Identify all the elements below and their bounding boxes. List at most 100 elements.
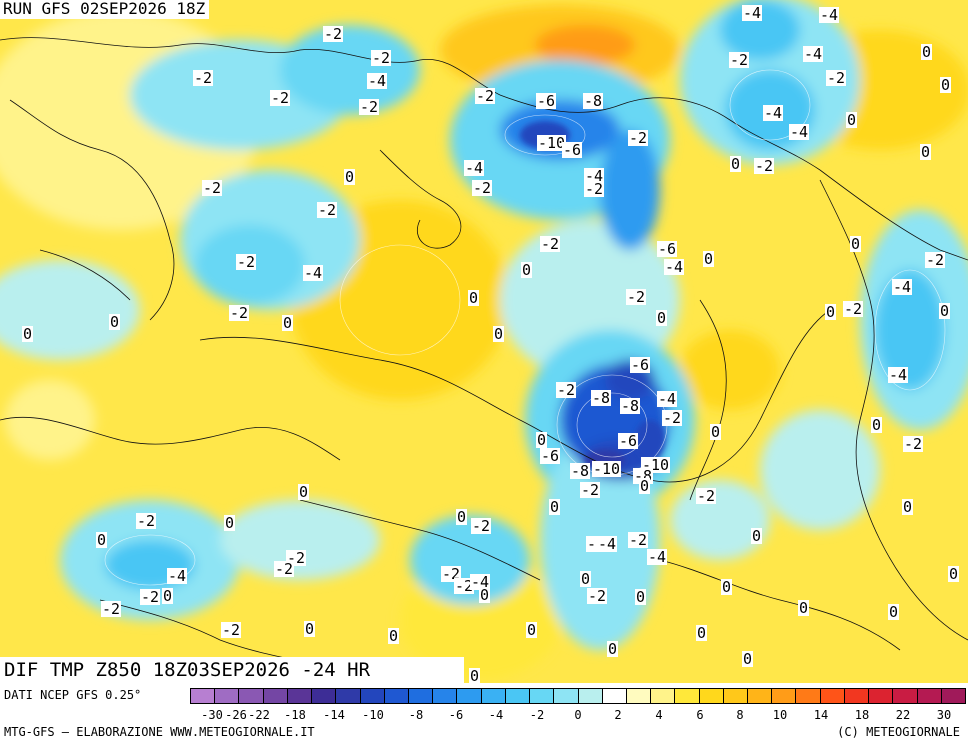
isoline-label: -6 — [540, 447, 561, 465]
isoline-label: 0 — [710, 423, 722, 441]
color-swatch — [287, 689, 313, 703]
scale-tick-label: 22 — [895, 708, 911, 722]
color-swatch — [796, 689, 821, 703]
isoline-label: 0 — [468, 289, 480, 307]
isoline-label: -2 — [843, 300, 864, 318]
isoline-label: 0 — [96, 531, 108, 549]
color-swatch — [360, 689, 385, 703]
isoline-label: 0 — [298, 483, 310, 501]
color-scale-bar — [190, 688, 966, 704]
isoline-label: -2 — [140, 588, 161, 606]
color-swatch — [772, 689, 797, 703]
isoline-label: -2 — [729, 51, 750, 69]
isoline-label: 0 — [696, 624, 708, 642]
isoline-label: -2 — [274, 560, 295, 578]
color-swatch — [239, 689, 264, 703]
isoline-label: -2 — [454, 577, 475, 595]
isoline-label: -8 — [570, 462, 591, 480]
isoline-label: 0 — [902, 498, 914, 516]
temperature-difference-map — [0, 0, 968, 683]
isoline-label: 0 — [162, 587, 174, 605]
isoline-label: -2 — [628, 129, 649, 147]
isoline-label: 0 — [635, 588, 647, 606]
isoline-label: 0 — [521, 261, 533, 279]
isoline-label: -2 — [696, 487, 717, 505]
isoline-label: -2 — [580, 481, 601, 499]
color-swatch — [457, 689, 482, 703]
isoline-label: -2 — [136, 512, 157, 530]
isoline-label: -4 — [657, 390, 678, 408]
scale-tick-label: 8 — [736, 708, 744, 722]
isoline-label: -2 — [475, 87, 496, 105]
color-swatch — [675, 689, 700, 703]
scale-tick-label: -2 — [529, 708, 545, 722]
isoline-label: -10 — [537, 134, 567, 152]
scale-tick-label: -14 — [323, 708, 345, 722]
isoline-label: -2 — [317, 201, 338, 219]
isoline-label: -4 — [892, 278, 913, 296]
isoline-label: -2 — [471, 517, 492, 535]
scale-tick-label: -22 — [248, 708, 270, 722]
scale-tick-label: 14 — [813, 708, 829, 722]
color-swatch — [602, 689, 627, 703]
color-swatch — [917, 689, 942, 703]
scale-tick-label: 0 — [574, 708, 582, 722]
isoline-label: 0 — [224, 514, 236, 532]
color-swatch — [723, 689, 749, 703]
color-swatch — [312, 689, 337, 703]
color-swatch — [651, 689, 676, 703]
scale-tick-label: -4 — [488, 708, 504, 722]
scale-tick-label: -6 — [448, 708, 464, 722]
isoline-label: -2 — [540, 235, 561, 253]
isoline-label: -2 — [101, 600, 122, 618]
color-swatch — [869, 689, 894, 703]
isoline-label: -6 — [657, 240, 678, 258]
isoline-label: -2 — [270, 89, 291, 107]
isoline-label: 0 — [721, 578, 733, 596]
scale-tick-label: 2 — [614, 708, 622, 722]
isoline-label: -2 — [584, 180, 605, 198]
color-swatch — [554, 689, 579, 703]
color-swatch — [215, 689, 240, 703]
isoline-label: -2 — [903, 435, 924, 453]
color-swatch — [433, 689, 458, 703]
isoline-label: 0 — [469, 667, 481, 685]
isoline-label: -2 — [628, 531, 649, 549]
isoline-label: 0 — [22, 325, 34, 343]
isoline-label: -4 — [167, 567, 188, 585]
scale-tick-label: -10 — [362, 708, 384, 722]
isoline-label: -2 — [662, 409, 683, 427]
isoline-label: 0 — [536, 431, 548, 449]
isoline-label: 0 — [282, 314, 294, 332]
isoline-label: -6 — [562, 141, 583, 159]
run-title: RUN GFS 02SEP2026 18Z — [0, 0, 210, 19]
isoline-label: -4 — [597, 535, 618, 553]
data-source-label: DATI NCEP GFS 0.25° — [4, 688, 142, 702]
isoline-label: 0 — [703, 250, 715, 268]
isoline-label: -4 — [789, 123, 810, 141]
isoline-label: -2 — [371, 49, 392, 67]
isoline-label: 0 — [479, 586, 491, 604]
isoline-label: -2 — [202, 179, 223, 197]
color-swatch — [408, 689, 434, 703]
isoline-label: 0 — [920, 143, 932, 161]
isoline-label: -2 — [925, 251, 946, 269]
isoline-label: -6 — [536, 92, 557, 110]
isoline-label: 0 — [549, 498, 561, 516]
scale-tick-label: 6 — [696, 708, 704, 722]
isoline-label: 0 — [751, 527, 763, 545]
color-swatch — [626, 689, 652, 703]
isoline-label: -4 — [470, 573, 491, 591]
isoline-label: 0 — [526, 621, 538, 639]
color-swatch — [820, 689, 845, 703]
isoline-label: -4 — [584, 167, 605, 185]
isoline-label: -4 — [367, 72, 388, 90]
color-swatch — [191, 689, 216, 703]
isoline-label: 0 — [493, 325, 505, 343]
isoline-label: -2 — [826, 69, 847, 87]
color-swatch — [748, 689, 773, 703]
scale-tick-label: -18 — [284, 708, 306, 722]
isoline-label: 0 — [871, 416, 883, 434]
isoline-label: 0 — [825, 303, 837, 321]
isoline-label: -2 — [754, 157, 775, 175]
